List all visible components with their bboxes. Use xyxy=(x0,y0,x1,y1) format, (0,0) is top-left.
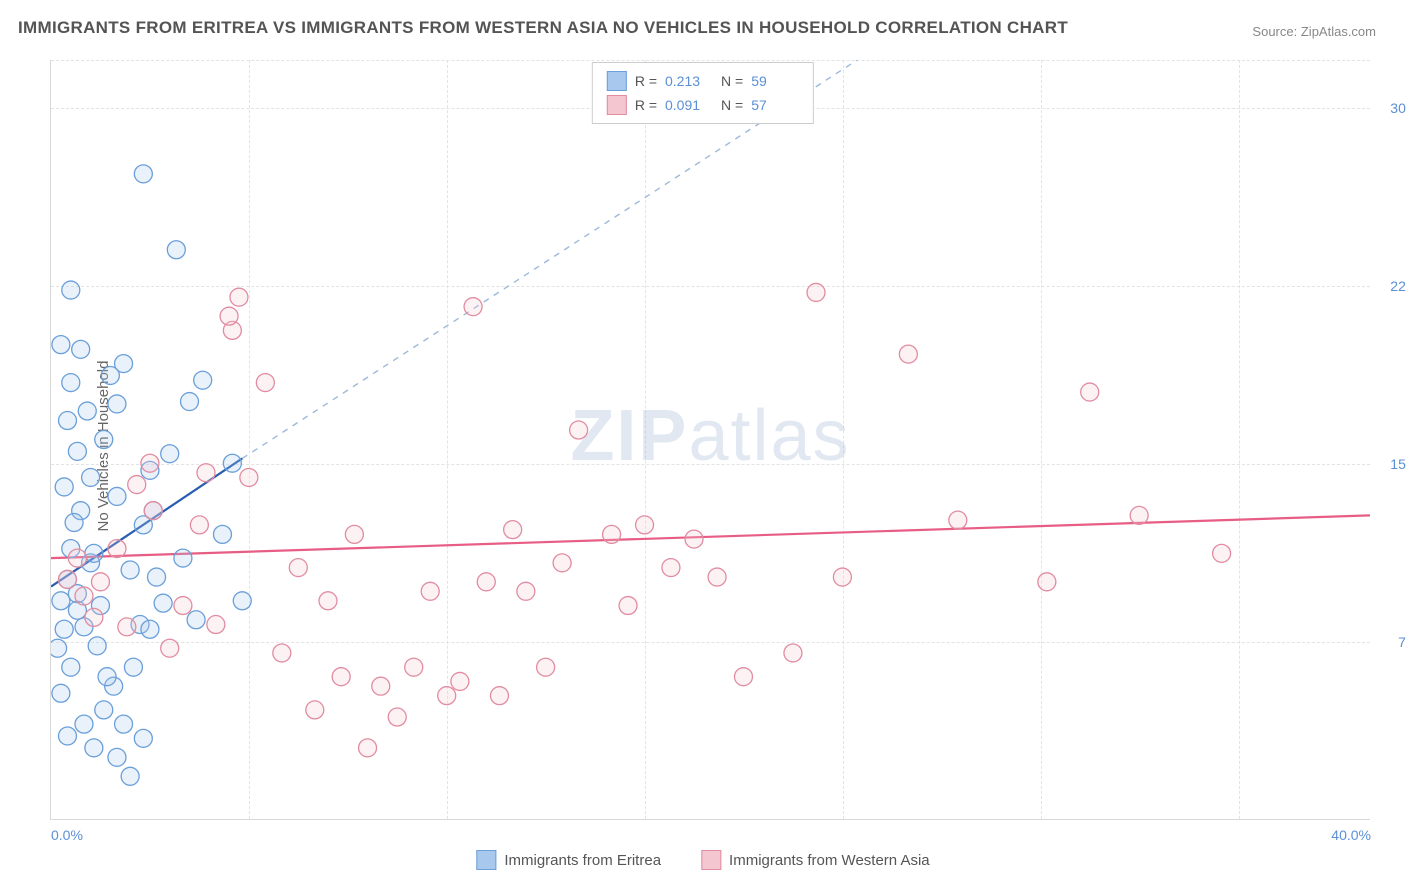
correlation-row-eritrea: R = 0.213 N = 59 xyxy=(607,69,799,93)
correlation-row-western-asia: R = 0.091 N = 57 xyxy=(607,93,799,117)
y-tick-label: 22.5% xyxy=(1375,278,1406,294)
y-tick-label: 7.5% xyxy=(1375,634,1406,650)
series-legend: Immigrants from Eritrea Immigrants from … xyxy=(476,850,929,870)
n-label: N = xyxy=(721,73,743,89)
gridline-v xyxy=(1041,60,1042,819)
r-label: R = xyxy=(635,97,657,113)
gridline-v xyxy=(447,60,448,819)
legend-label-western-asia: Immigrants from Western Asia xyxy=(729,852,930,869)
swatch-western-asia xyxy=(607,95,627,115)
n-value-western-asia: 57 xyxy=(751,97,799,113)
r-value-eritrea: 0.213 xyxy=(665,73,713,89)
n-value-eritrea: 59 xyxy=(751,73,799,89)
correlation-legend: R = 0.213 N = 59 R = 0.091 N = 57 xyxy=(592,62,814,124)
swatch-eritrea-icon xyxy=(476,850,496,870)
chart-title: IMMIGRANTS FROM ERITREA VS IMMIGRANTS FR… xyxy=(18,18,1068,38)
y-tick-label: 15.0% xyxy=(1375,456,1406,472)
x-tick-label: 40.0% xyxy=(1331,827,1371,843)
swatch-eritrea xyxy=(607,71,627,91)
gridline-v xyxy=(1239,60,1240,819)
source-attribution: Source: ZipAtlas.com xyxy=(1252,24,1376,39)
r-label: R = xyxy=(635,73,657,89)
n-label: N = xyxy=(721,97,743,113)
source-prefix: Source: xyxy=(1252,24,1297,39)
r-value-western-asia: 0.091 xyxy=(665,97,713,113)
plot-area: ZIPatlas 7.5%15.0%22.5%30.0%0.0%40.0% xyxy=(50,60,1370,820)
gridline-v xyxy=(249,60,250,819)
gridline-v xyxy=(843,60,844,819)
gridline-v xyxy=(645,60,646,819)
swatch-western-asia-icon xyxy=(701,850,721,870)
legend-item-western-asia: Immigrants from Western Asia xyxy=(701,850,930,870)
source-value: ZipAtlas.com xyxy=(1301,24,1376,39)
legend-item-eritrea: Immigrants from Eritrea xyxy=(476,850,661,870)
x-tick-label: 0.0% xyxy=(51,827,83,843)
legend-label-eritrea: Immigrants from Eritrea xyxy=(504,852,661,869)
y-tick-label: 30.0% xyxy=(1375,100,1406,116)
